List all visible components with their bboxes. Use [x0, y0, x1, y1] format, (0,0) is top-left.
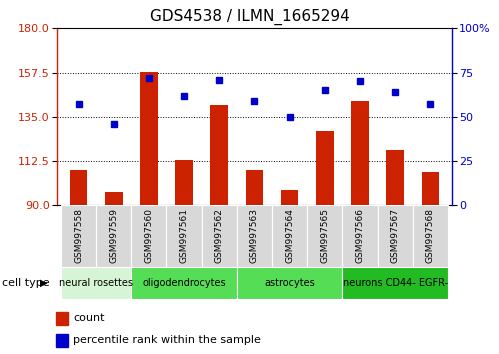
Bar — [56, 312, 68, 325]
Bar — [61, 267, 131, 299]
Bar — [175, 160, 193, 205]
Bar — [272, 205, 307, 267]
Bar — [342, 205, 378, 267]
Bar — [202, 205, 237, 267]
Text: GSM997559: GSM997559 — [109, 209, 118, 263]
Bar — [96, 205, 131, 267]
Bar — [56, 334, 68, 347]
Text: cell type: cell type — [2, 278, 50, 288]
Bar — [237, 205, 272, 267]
Text: GSM997568: GSM997568 — [426, 209, 435, 263]
Text: ▶: ▶ — [40, 278, 47, 288]
Bar — [378, 205, 413, 267]
Bar — [281, 190, 298, 205]
Bar — [237, 267, 342, 299]
Text: percentile rank within the sample: percentile rank within the sample — [73, 335, 261, 345]
Bar — [422, 172, 439, 205]
Text: GSM997560: GSM997560 — [144, 209, 153, 263]
Text: neural rosettes: neural rosettes — [59, 278, 133, 288]
Text: GSM997562: GSM997562 — [215, 209, 224, 263]
Text: GSM997566: GSM997566 — [356, 209, 365, 263]
Text: count: count — [73, 313, 105, 323]
Text: GSM997558: GSM997558 — [74, 209, 83, 263]
Text: neurons CD44- EGFR-: neurons CD44- EGFR- — [343, 278, 448, 288]
Bar — [131, 267, 237, 299]
Text: oligodendrocytes: oligodendrocytes — [142, 278, 226, 288]
Bar — [105, 192, 122, 205]
Bar — [316, 131, 334, 205]
Bar — [61, 205, 96, 267]
Bar — [140, 72, 158, 205]
Bar — [387, 150, 404, 205]
Bar — [342, 267, 448, 299]
Bar — [307, 205, 342, 267]
Text: astrocytes: astrocytes — [264, 278, 315, 288]
Text: GSM997564: GSM997564 — [285, 209, 294, 263]
Text: GDS4538 / ILMN_1665294: GDS4538 / ILMN_1665294 — [150, 9, 349, 25]
Bar — [413, 205, 448, 267]
Text: GSM997561: GSM997561 — [180, 209, 189, 263]
Text: GSM997565: GSM997565 — [320, 209, 329, 263]
Bar — [167, 205, 202, 267]
Bar — [131, 205, 167, 267]
Bar — [211, 105, 228, 205]
Text: GSM997563: GSM997563 — [250, 209, 259, 263]
Bar — [70, 170, 87, 205]
Bar — [351, 101, 369, 205]
Text: GSM997567: GSM997567 — [391, 209, 400, 263]
Bar — [246, 170, 263, 205]
